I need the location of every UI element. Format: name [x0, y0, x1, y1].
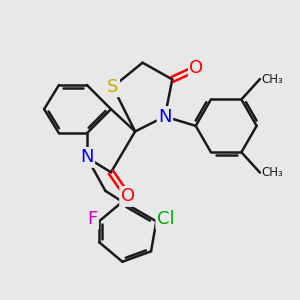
Text: O: O — [121, 188, 135, 206]
Text: F: F — [87, 211, 98, 229]
Text: Cl: Cl — [157, 211, 174, 229]
Text: N: N — [80, 148, 94, 166]
Text: CH₃: CH₃ — [262, 73, 283, 85]
Text: CH₃: CH₃ — [262, 166, 283, 179]
Text: N: N — [158, 108, 172, 126]
Text: O: O — [189, 59, 203, 77]
Text: S: S — [107, 78, 118, 96]
